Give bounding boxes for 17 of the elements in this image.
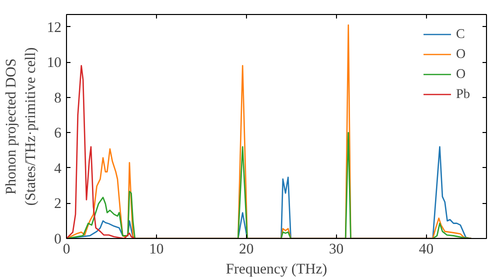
x-tick-label: 30 [328,242,344,258]
legend-label: Pb [456,86,472,102]
legend-label: O [456,46,467,62]
y-tick-label: 2 [54,196,62,212]
y-tick-label: 10 [46,55,62,72]
y-axis-title: Phonon projected DOS (States/THz·primitive cell) [4,47,39,206]
legend-label: C [456,26,466,42]
x-tick-label: 20 [239,242,254,258]
x-tick-label: 40 [418,242,434,258]
y-tick-label: 4 [54,160,62,177]
y-tick-label: 6 [54,126,62,142]
x-tick-label: 10 [149,242,164,258]
y-tick-label: 8 [54,90,62,106]
y-tick-label: 0 [54,232,62,248]
legend-label: O [456,66,467,82]
x-axis-title: Frequency (THz) [226,262,328,278]
y-tick-label: 12 [46,20,62,36]
